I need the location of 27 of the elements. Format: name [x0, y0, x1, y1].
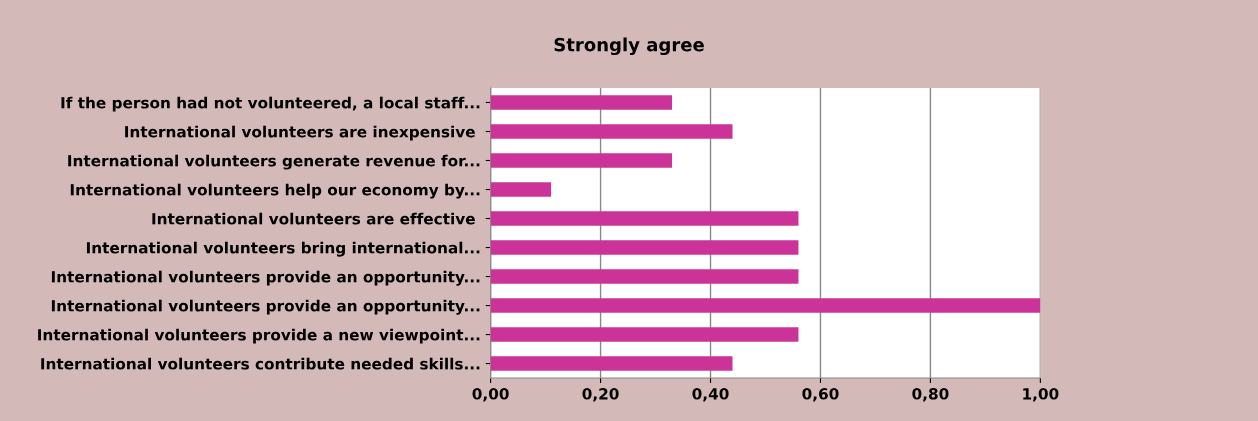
- bar: [490, 327, 799, 342]
- x-tick-label: 0,40: [692, 388, 729, 402]
- y-tick-label: If the person had not volunteered, a local staff...: [61, 96, 480, 112]
- chart-title: Strongly agree: [554, 37, 704, 56]
- y-tick-label: International volunteers are inexpensive: [125, 125, 475, 141]
- bar: [490, 95, 673, 110]
- bar: [490, 153, 673, 168]
- y-tick-label: International volunteers generate revenue for...: [68, 154, 480, 170]
- bar: [490, 356, 733, 371]
- x-tick-label: 0,00: [472, 388, 509, 402]
- y-tick-label: International volunteers bring international...: [86, 241, 480, 257]
- y-tick-label: International volunteers contribute needed skills...: [41, 357, 480, 370]
- x-tick-label: 0,80: [912, 388, 949, 402]
- y-tick-label: International volunteers provide a new viewpoint...: [38, 328, 480, 344]
- y-tick-label: International volunteers provide an opportunity...: [51, 270, 480, 286]
- bar: [490, 124, 733, 139]
- bar: [490, 182, 552, 197]
- bar: [490, 211, 799, 226]
- y-tick-label: International volunteers provide an opportunity...: [51, 299, 480, 315]
- bar: [490, 298, 1041, 313]
- x-tick-label: 0,60: [802, 388, 839, 402]
- bar: [490, 240, 799, 255]
- bar: [490, 269, 799, 284]
- x-tick-label: 0,20: [582, 388, 619, 402]
- x-tick-label: 1,00: [1023, 388, 1059, 402]
- y-tick-label: International volunteers help our economy by...: [70, 183, 480, 199]
- y-tick-label: International volunteers are effective: [152, 212, 475, 225]
